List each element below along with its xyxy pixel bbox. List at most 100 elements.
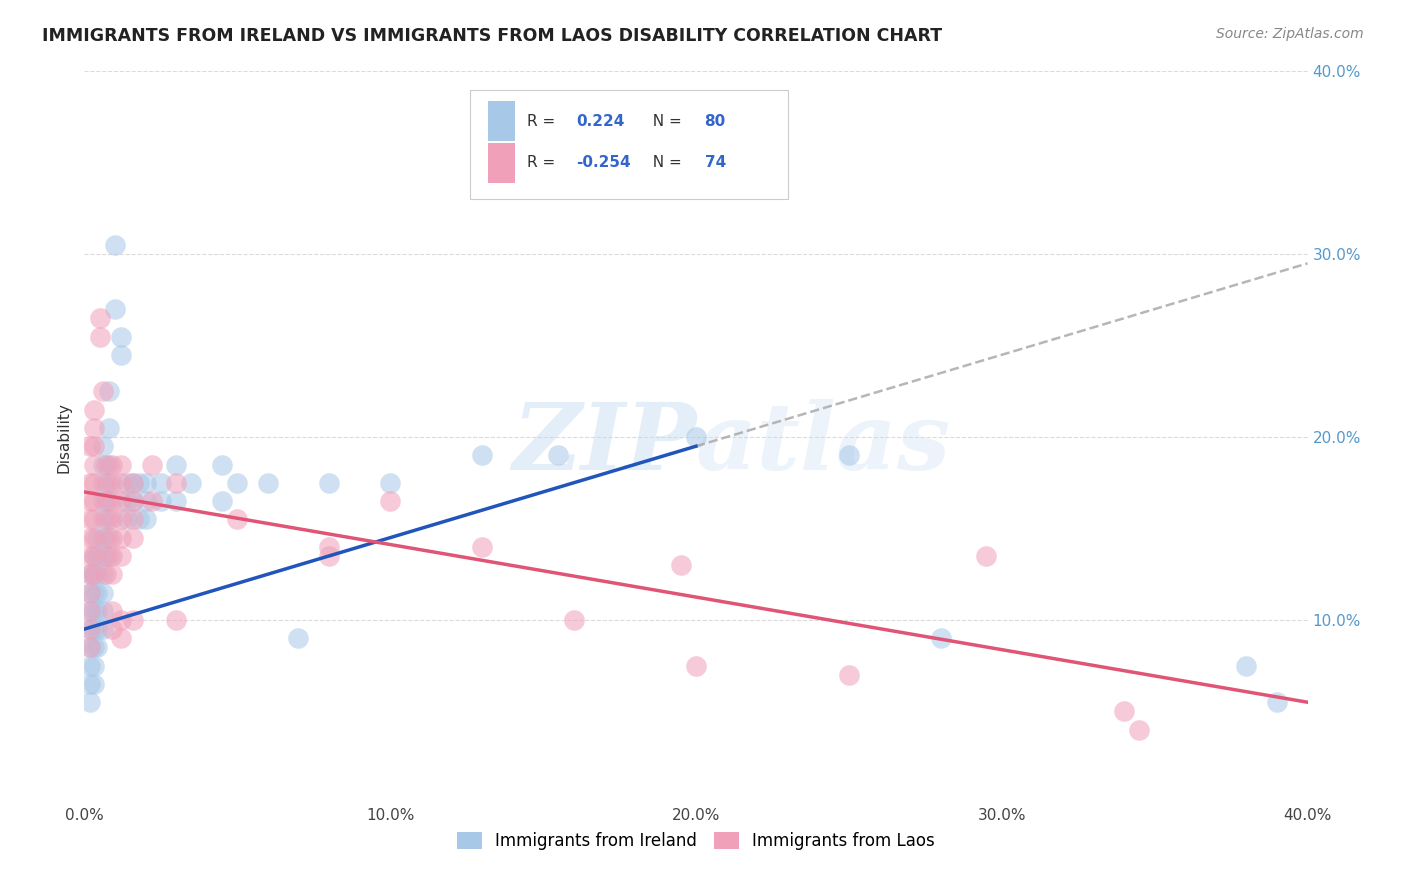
Point <box>79 567 101 582</box>
Point <box>471 448 494 462</box>
Point <box>86 640 108 655</box>
Point <box>838 667 860 681</box>
Point <box>318 549 340 563</box>
Text: R =: R = <box>527 113 565 128</box>
Point <box>122 613 145 627</box>
Point <box>86 567 108 582</box>
Point <box>86 622 108 636</box>
Point <box>79 622 101 636</box>
Point <box>115 494 138 508</box>
Point <box>318 540 340 554</box>
Point <box>669 558 692 573</box>
Point <box>101 622 124 636</box>
Point <box>165 613 187 627</box>
Point <box>79 549 101 563</box>
Point <box>83 640 105 655</box>
Point <box>929 632 952 646</box>
Point <box>110 458 132 472</box>
Point <box>94 531 117 545</box>
Point <box>79 640 101 655</box>
Point <box>1265 695 1288 709</box>
Point <box>562 613 585 627</box>
Y-axis label: Disability: Disability <box>56 401 72 473</box>
Point <box>79 439 101 453</box>
Point <box>97 421 120 435</box>
Point <box>94 567 117 582</box>
Point <box>110 549 132 563</box>
Point <box>91 549 114 563</box>
Point <box>104 238 127 252</box>
Point <box>79 695 101 709</box>
Point <box>547 448 569 462</box>
Point <box>83 531 105 545</box>
Point <box>83 585 105 599</box>
Point <box>89 329 111 343</box>
Point <box>83 475 105 490</box>
Point <box>1236 658 1258 673</box>
Point <box>79 494 101 508</box>
Point <box>226 475 249 490</box>
Point <box>165 475 187 490</box>
Text: N =: N = <box>644 113 688 128</box>
Point <box>141 458 163 472</box>
Point <box>122 494 145 508</box>
Point <box>101 531 124 545</box>
FancyBboxPatch shape <box>470 90 787 200</box>
Point <box>79 585 101 599</box>
Point <box>94 549 117 563</box>
Point <box>318 475 340 490</box>
Point <box>1114 705 1136 719</box>
Point <box>101 549 124 563</box>
Point <box>128 475 150 490</box>
Text: -0.254: -0.254 <box>576 155 631 170</box>
Point <box>91 439 114 453</box>
Point <box>79 658 101 673</box>
Point <box>94 494 117 508</box>
Point <box>79 604 101 618</box>
Point <box>101 475 124 490</box>
Point <box>685 658 707 673</box>
Point <box>79 604 101 618</box>
FancyBboxPatch shape <box>488 101 515 141</box>
Point <box>83 567 105 582</box>
Point <box>110 613 132 627</box>
Point <box>91 458 114 472</box>
Point <box>149 475 172 490</box>
Point <box>257 475 280 490</box>
Point <box>211 494 233 508</box>
Point <box>115 475 138 490</box>
Point <box>122 531 145 545</box>
Point <box>110 531 132 545</box>
Point <box>79 531 101 545</box>
Point <box>91 604 114 618</box>
Text: 80: 80 <box>704 113 725 128</box>
Point <box>101 458 124 472</box>
Point <box>110 329 132 343</box>
Point <box>135 512 157 526</box>
Point <box>79 475 101 490</box>
Point <box>122 512 145 526</box>
Point <box>97 549 120 563</box>
Point <box>79 622 101 636</box>
Point <box>165 494 187 508</box>
Point <box>380 475 402 490</box>
Legend: Immigrants from Ireland, Immigrants from Laos: Immigrants from Ireland, Immigrants from… <box>450 825 942 856</box>
Point <box>91 567 114 582</box>
Point <box>83 421 105 435</box>
Text: atlas: atlas <box>696 400 952 490</box>
Point <box>110 632 132 646</box>
Point <box>471 540 494 554</box>
Point <box>86 585 108 599</box>
Point <box>91 512 114 526</box>
Point <box>91 531 114 545</box>
Point <box>180 475 202 490</box>
Point <box>838 448 860 462</box>
Point <box>97 494 120 508</box>
Point <box>97 531 120 545</box>
Point <box>115 512 138 526</box>
Point <box>122 494 145 508</box>
Point <box>79 677 101 691</box>
Point <box>101 512 124 526</box>
Point <box>97 458 120 472</box>
Point <box>79 640 101 655</box>
